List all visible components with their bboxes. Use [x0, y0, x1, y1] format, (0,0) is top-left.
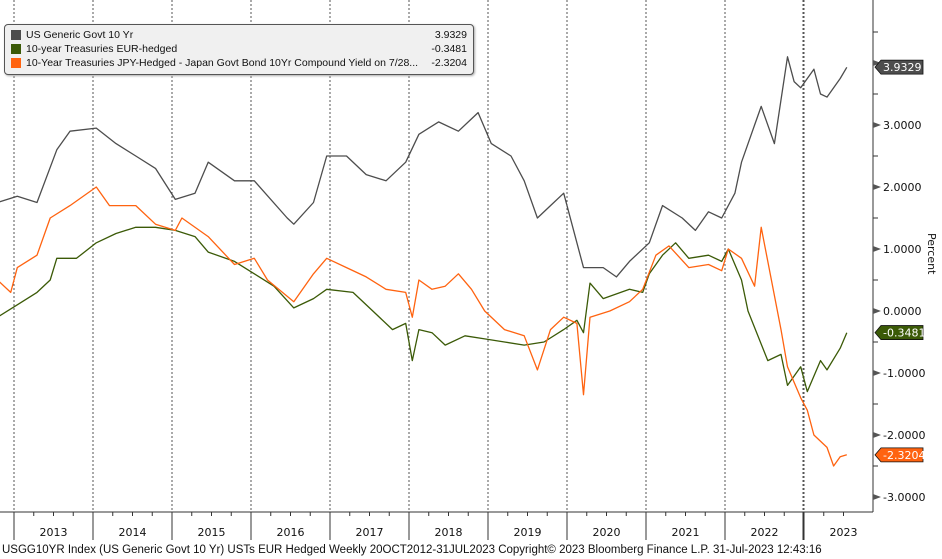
last-value-tags: 3.9329 -0.3481 -2.3204	[874, 59, 925, 463]
series-lines	[0, 56, 848, 467]
year-gridlines	[13, 0, 805, 512]
legend-item: 10-year Treasuries EUR-hedged -0.3481	[11, 42, 467, 56]
y-tick-label: 0.0000	[883, 305, 922, 318]
last-value-label: 3.9329	[883, 61, 922, 74]
y-major-tick	[873, 432, 881, 438]
y-tick-label: -2.0000	[883, 429, 925, 442]
x-tick-label: 2018	[435, 526, 463, 539]
last-value-tag	[874, 325, 924, 340]
series-line-0	[0, 56, 848, 278]
legend-swatch	[11, 58, 21, 68]
x-tick-label: 2023	[830, 526, 858, 539]
y-major-tick	[873, 308, 881, 314]
legend-label: 10-year Treasuries EUR-hedged	[26, 43, 178, 55]
legend-label: 10-Year Treasuries JPY-Hedged - Japan Go…	[26, 57, 419, 69]
x-tick-label: 2020	[593, 526, 621, 539]
y-tick-label: -3.0000	[883, 491, 925, 504]
y-axis: 3.0000 2.0000 1.0000 0.0000 -1.0000 -2.0000 -3…	[872, 0, 925, 512]
legend-value: -2.3204	[431, 57, 467, 69]
x-tick-label: 2016	[277, 526, 305, 539]
y-major-tick	[873, 60, 881, 66]
legend-swatch	[11, 44, 21, 54]
last-value-tag	[874, 59, 924, 75]
last-value-label: -2.3204	[883, 449, 925, 462]
y-major-tick	[873, 122, 881, 128]
x-tick-label: 2022	[751, 526, 779, 539]
legend-item: 10-Year Treasuries JPY-Hedged - Japan Go…	[11, 56, 467, 70]
y-tick-label: 3.0000	[883, 119, 922, 132]
y-axis-label: Percent	[925, 233, 938, 275]
y-tick-label: 2.0000	[883, 181, 922, 194]
legend-swatch	[11, 30, 21, 40]
last-value-tag	[874, 447, 924, 463]
y-tick-label: -1.0000	[883, 367, 925, 380]
y-major-tick	[873, 494, 881, 500]
y-major-tick	[873, 370, 881, 376]
y-tick-label: 1.0000	[883, 243, 922, 256]
legend-name: 10-year Treasuries EUR-hedged	[11, 42, 177, 56]
x-tick-label: 2015	[198, 526, 226, 539]
legend-value: -0.3481	[431, 43, 467, 55]
series-line-1	[0, 226, 848, 393]
legend-name: US Generic Govt 10 Yr	[11, 28, 133, 42]
x-tick-label: 2013	[40, 526, 68, 539]
legend-label: US Generic Govt 10 Yr	[26, 29, 134, 41]
legend-name: 10-Year Treasuries JPY-Hedged - Japan Go…	[11, 56, 418, 70]
last-value-label: -0.3481	[883, 327, 925, 340]
legend-item: US Generic Govt 10 Yr 3.9329	[11, 28, 467, 42]
y-major-tick	[873, 184, 881, 190]
x-tick-label: 2014	[119, 526, 147, 539]
legend-value: 3.9329	[434, 29, 467, 41]
x-axis: 2013 2014 2015 2016 2017 2018 2019 2020 2021 2022…	[0, 511, 873, 540]
x-tick-label: 2017	[356, 526, 384, 539]
x-tick-label: 2019	[514, 526, 542, 539]
legend: US Generic Govt 10 Yr 3.9329 10-year Trea…	[4, 24, 474, 75]
x-tick-label: 2021	[672, 526, 700, 539]
footer-source: USGG10YR Index (US Generic Govt 10 Yr) U…	[2, 544, 822, 556]
series-line-2	[0, 186, 847, 467]
y-major-tick	[873, 246, 881, 252]
